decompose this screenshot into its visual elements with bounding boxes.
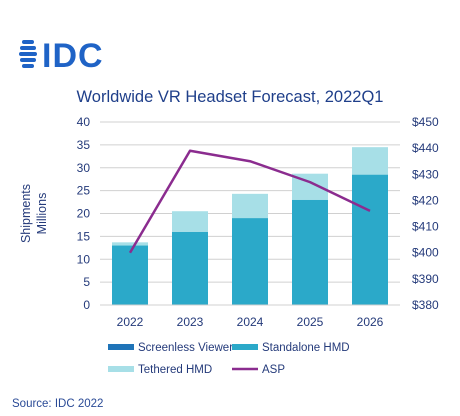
bar-standalone xyxy=(172,231,208,305)
legend-swatch-tethered xyxy=(108,366,134,372)
x-tick-labels: 2022 2023 2024 2025 2026 xyxy=(117,315,384,329)
y-left-tick-label: 25 xyxy=(77,184,91,198)
y-right-tick-label: $400 xyxy=(412,246,439,260)
y-axis-label-line: Millions xyxy=(35,193,49,235)
y-right-tick-label: $450 xyxy=(412,115,439,129)
legend-swatch-standalone xyxy=(232,344,258,350)
legend-item-asp: ASP xyxy=(232,364,285,376)
legend: Screenless Viewer Standalone HMD Tethered … xyxy=(108,342,350,376)
y-right-tick-label: $430 xyxy=(412,167,439,181)
bar-tethered xyxy=(112,242,148,246)
x-tick-label: 2023 xyxy=(177,315,204,329)
y-axis-label-line: Shipments xyxy=(19,184,33,243)
bar-tethered xyxy=(232,193,268,219)
y-left-axis-label: Shipments Millions xyxy=(19,184,49,243)
bar-standalone xyxy=(232,218,268,305)
y-left-tick-label: 20 xyxy=(77,207,91,221)
y-left-tick-label: 40 xyxy=(77,115,91,129)
source-note: Source: IDC 2022 xyxy=(12,398,103,410)
y-right-tick-label: $440 xyxy=(412,141,439,155)
legend-label: Screenless Viewer xyxy=(138,342,233,354)
y-right-tick-label: $380 xyxy=(412,298,439,312)
x-tick-label: 2024 xyxy=(237,315,264,329)
legend-label: Tethered HMD xyxy=(138,364,212,376)
y-right-ticks: $380 $390 $400 $410 $420 $430 $440 $450 xyxy=(412,115,439,312)
bar-standalone xyxy=(112,245,148,305)
x-tick-label: 2026 xyxy=(357,315,384,329)
logo-stripe xyxy=(19,52,37,56)
idc-globe-icon xyxy=(19,40,37,68)
y-left-tick-label: 5 xyxy=(83,275,90,289)
y-right-tick-label: $390 xyxy=(412,272,439,286)
idc-logo: IDC xyxy=(19,37,104,75)
logo-stripe xyxy=(22,64,34,68)
y-right-tick-label: $420 xyxy=(412,193,439,207)
y-left-tick-label: 35 xyxy=(77,138,91,152)
chart-title: Worldwide VR Headset Forecast, 2022Q1 xyxy=(77,88,384,106)
y-left-ticks: 0 5 10 15 20 25 30 35 40 xyxy=(77,115,91,312)
bar-tethered xyxy=(352,147,388,175)
legend-swatch-screenless xyxy=(108,344,134,350)
bars xyxy=(112,147,388,305)
legend-item-tethered: Tethered HMD xyxy=(108,364,212,376)
logo-stripe xyxy=(20,46,36,50)
logo-stripe xyxy=(20,58,36,62)
bar-standalone xyxy=(292,199,328,305)
x-tick-label: 2022 xyxy=(117,315,144,329)
legend-item-standalone: Standalone HMD xyxy=(232,342,350,354)
x-tick-label: 2025 xyxy=(297,315,324,329)
legend-item-screenless: Screenless Viewer xyxy=(108,342,233,354)
logo-stripe xyxy=(22,40,34,44)
y-left-tick-label: 15 xyxy=(77,229,91,243)
y-left-tick-label: 0 xyxy=(83,298,90,312)
bar-tethered xyxy=(172,211,208,232)
y-left-tick-label: 30 xyxy=(77,161,91,175)
legend-label: Standalone HMD xyxy=(262,342,350,354)
y-left-tick-label: 10 xyxy=(77,252,91,266)
y-right-tick-label: $410 xyxy=(412,220,439,234)
legend-label: ASP xyxy=(262,364,285,376)
logo-text: IDC xyxy=(42,37,104,75)
bar-standalone xyxy=(352,174,388,305)
